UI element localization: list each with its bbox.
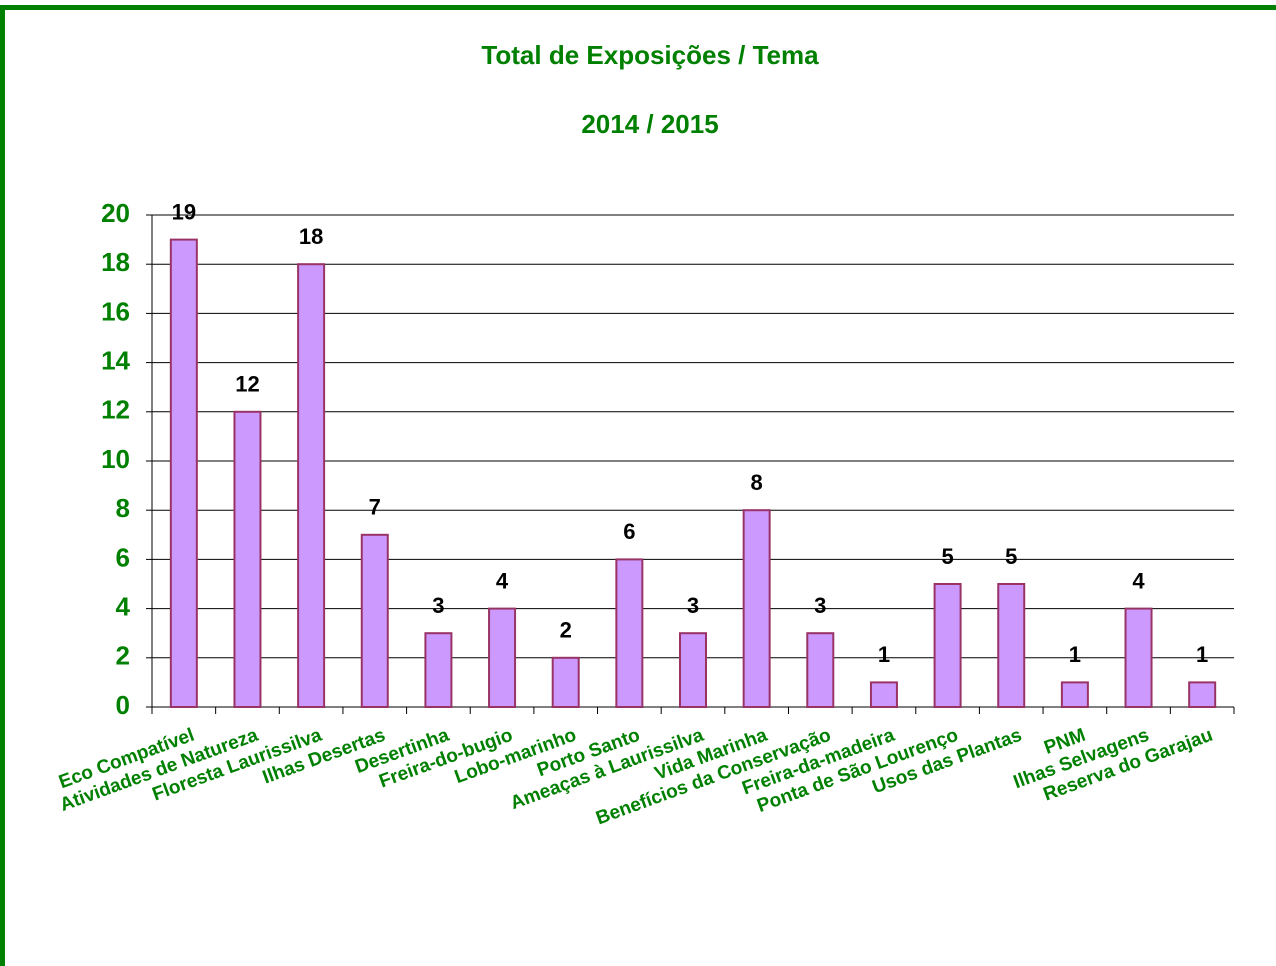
chart-border [0, 5, 1276, 966]
bar [742, 509, 771, 709]
data-label: 7 [369, 495, 381, 520]
data-label: 1 [1069, 642, 1081, 667]
data-label: 4 [496, 568, 509, 593]
bar [1124, 607, 1153, 708]
bar [297, 263, 326, 708]
data-label: 19 [172, 199, 196, 224]
data-label: 3 [687, 593, 699, 618]
bar [424, 632, 453, 709]
data-label: 2 [560, 618, 572, 643]
y-tick-label: 14 [101, 345, 130, 375]
chart-title: Total de Exposições / Tema [481, 40, 819, 70]
y-tick-label: 4 [116, 591, 131, 621]
data-label: 6 [623, 519, 635, 544]
data-label: 12 [235, 372, 259, 397]
data-label: 1 [1196, 642, 1208, 667]
y-tick-label: 20 [101, 198, 130, 228]
bar [551, 656, 580, 708]
y-tick-label: 0 [116, 690, 130, 720]
y-tick-label: 16 [101, 296, 130, 326]
bar [806, 632, 835, 709]
data-label: 18 [299, 224, 323, 249]
y-tick-label: 10 [101, 444, 130, 474]
bar [233, 410, 262, 708]
bar [488, 607, 517, 708]
bar [933, 583, 962, 708]
y-tick-label: 12 [101, 395, 130, 425]
data-label: 5 [1005, 544, 1017, 569]
y-tick-label: 18 [101, 247, 130, 277]
bar [169, 238, 198, 708]
y-tick-label: 8 [116, 493, 130, 523]
bar [360, 533, 389, 708]
y-tick-label: 6 [116, 542, 130, 572]
data-label: 5 [941, 544, 953, 569]
data-label: 8 [751, 470, 763, 495]
data-label: 3 [814, 593, 826, 618]
chart-subtitle: 2014 / 2015 [581, 109, 718, 139]
bar [679, 632, 707, 709]
bar [997, 583, 1026, 708]
bar [615, 558, 644, 709]
data-label: 3 [432, 593, 444, 618]
bar [869, 681, 898, 709]
bar [1060, 681, 1089, 709]
data-label: 4 [1132, 568, 1145, 593]
data-label: 1 [878, 642, 890, 667]
y-tick-label: 2 [116, 641, 130, 671]
bar [1188, 681, 1217, 709]
